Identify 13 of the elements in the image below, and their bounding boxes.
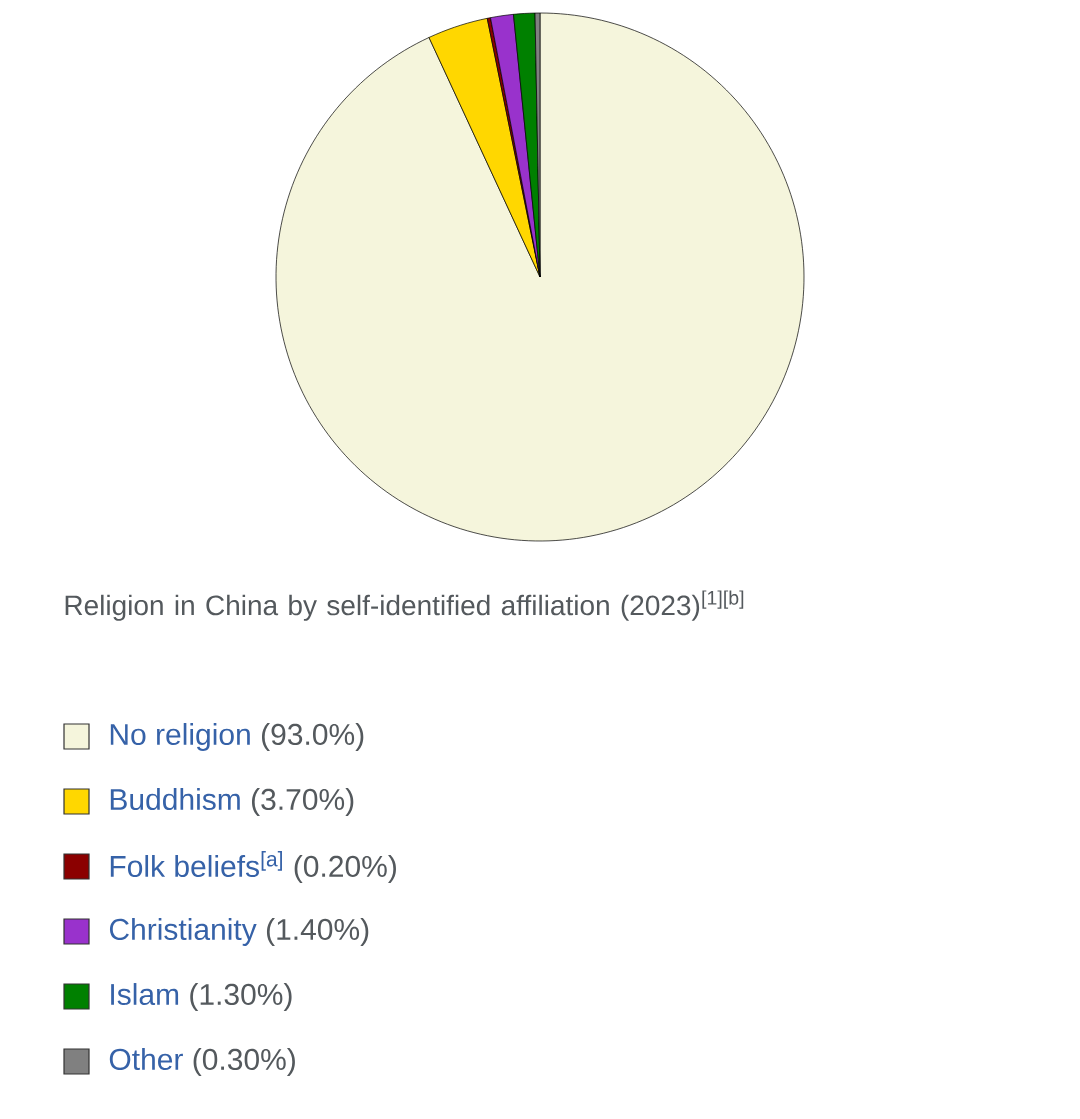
text: Religion in China by self-identified affiliation (2023)$^{[1][b]}$ — [65, 590, 744, 621]
legend-label: Other — [109, 1048, 183, 1071]
data-label: (1.30%) — [190, 983, 292, 1011]
legend-label: Buddhism — [110, 788, 240, 811]
legend-label: Islam — [111, 983, 179, 1006]
data-label: (93.0%) — [261, 723, 364, 751]
legend-label: Christianity — [109, 918, 257, 946]
data-label: (0.30%) — [193, 1048, 295, 1076]
data-label: (0.20%) — [294, 855, 396, 883]
legend-label: Folk beliefs$^{[a]}$ — [110, 851, 282, 878]
data-label: (1.40%) — [266, 918, 369, 946]
legend-label: No religion — [110, 723, 250, 751]
data-label: (3.70%) — [251, 788, 354, 816]
